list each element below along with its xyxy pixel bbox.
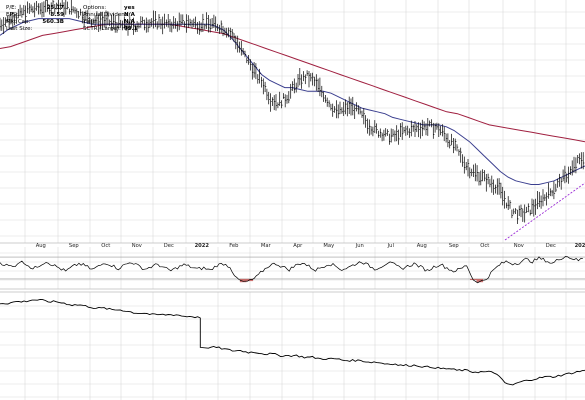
relative-strength-panel bbox=[0, 291, 585, 400]
ma-long-line bbox=[0, 23, 585, 143]
x-tick-label: Dec bbox=[164, 243, 174, 249]
stat-mktcap-label: Mkt Cap: bbox=[6, 19, 31, 25]
x-tick-label: Nov bbox=[132, 243, 142, 249]
stat-dividend-value: N/A bbox=[124, 12, 136, 18]
stat-sctr-label: SCTR (Large): bbox=[83, 26, 121, 32]
x-tick-label: Mar bbox=[261, 243, 272, 249]
x-tick-label: Jul bbox=[387, 243, 394, 249]
x-tick-label: Sep bbox=[69, 243, 79, 249]
stat-eps-value: 8.59 bbox=[50, 12, 64, 18]
x-tick-label: Aug bbox=[36, 243, 46, 249]
stat-pe-value: 25.17 bbox=[47, 5, 65, 11]
price-panel: Aug Sep Oct Nov Dec 2022 Feb Mar Apr May Jun Jul Aug… bbox=[0, 0, 585, 249]
trendline bbox=[504, 182, 585, 241]
oscillator-line bbox=[0, 256, 583, 284]
x-tick-label: 2023 bbox=[575, 243, 585, 249]
price-marks bbox=[0, 0, 585, 241]
stats-box: P/E: 25.17 EPS: 8.59 Mkt Cap: 560.3B Las… bbox=[6, 5, 138, 32]
oscillator-marks bbox=[0, 256, 585, 284]
stat-lastsize-label: Last Size: bbox=[6, 26, 32, 32]
x-tick-label: Sep bbox=[449, 243, 459, 249]
stat-pe-label: P/E: bbox=[6, 5, 17, 11]
x-tick-label: Apr bbox=[293, 243, 303, 249]
x-tick-label: May bbox=[323, 243, 334, 249]
relative-strength-grid bbox=[0, 291, 585, 400]
stat-yield-label: Yield: bbox=[82, 19, 98, 25]
stat-dividend-label: Annual Dividend: bbox=[83, 12, 130, 18]
stat-mktcap-value: 560.3B bbox=[42, 19, 64, 25]
relative-strength-marks bbox=[0, 298, 585, 386]
oscillator-panel bbox=[0, 247, 585, 290]
x-tick-label: Dec bbox=[546, 243, 556, 249]
stat-eps-label: EPS: bbox=[6, 12, 18, 18]
osc-oversold-fill bbox=[239, 278, 247, 283]
osc-oversold-fill bbox=[476, 278, 484, 283]
x-tick-label: Oct bbox=[480, 243, 489, 249]
x-tick-label: Jun bbox=[355, 243, 364, 249]
x-tick-label: Feb bbox=[229, 243, 239, 249]
stat-options-value: yes bbox=[124, 5, 135, 11]
stat-yield-value: N/A bbox=[124, 19, 136, 25]
relative-strength-line bbox=[0, 298, 585, 386]
stat-options-label: Options: bbox=[83, 5, 106, 11]
x-tick-label: 2022 bbox=[195, 243, 210, 249]
x-tick-label: Nov bbox=[514, 243, 524, 249]
oscillator-grid bbox=[0, 247, 585, 290]
price-x-axis: Aug Sep Oct Nov Dec 2022 Feb Mar Apr May Jun Jul Aug… bbox=[36, 243, 585, 249]
x-tick-label: Aug bbox=[417, 243, 427, 249]
stat-sctr-value: 99.1 bbox=[124, 26, 138, 32]
x-tick-label: Oct bbox=[101, 243, 110, 249]
